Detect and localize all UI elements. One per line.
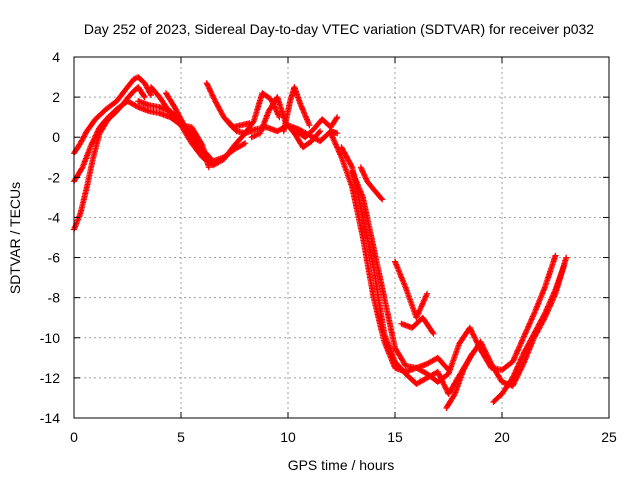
y-tick-label: -2 xyxy=(48,169,61,185)
data-series xyxy=(71,74,570,411)
x-tick-label: 25 xyxy=(601,429,617,445)
y-axis-label: SDTVAR / TECUs xyxy=(7,182,23,294)
x-tick-label: 15 xyxy=(387,429,403,445)
plot-frame xyxy=(73,56,610,419)
x-tick-label: 20 xyxy=(494,429,510,445)
plus-markers xyxy=(148,84,212,171)
y-tick-label: -12 xyxy=(40,370,60,386)
grid-lines xyxy=(74,57,609,418)
series-track-17 xyxy=(398,314,437,337)
y-tick-label: -6 xyxy=(48,250,61,266)
series-track-8 xyxy=(225,90,283,137)
plus-markers xyxy=(398,314,437,337)
series-track-18 xyxy=(443,350,475,411)
series-track-10 xyxy=(280,84,313,135)
x-tick-label: 10 xyxy=(280,429,296,445)
series-track-12 xyxy=(327,130,559,385)
y-tick-label: 4 xyxy=(52,49,60,65)
series-track-6 xyxy=(163,90,204,157)
series-track-14 xyxy=(349,168,452,373)
series-track-15 xyxy=(357,164,386,203)
chart-title: Day 252 of 2023, Sidereal Day-to-day VTE… xyxy=(84,21,594,37)
plus-markers xyxy=(280,84,313,135)
plus-markers xyxy=(490,262,568,405)
plus-markers xyxy=(293,114,341,141)
plus-markers xyxy=(225,90,283,137)
plus-markers xyxy=(327,130,559,385)
series-track-16 xyxy=(392,258,431,321)
series-track-11 xyxy=(293,114,341,141)
plus-markers xyxy=(392,258,431,321)
y-tick-label: 2 xyxy=(52,89,60,105)
y-tick-label: -4 xyxy=(48,209,61,225)
y-tick-label: 0 xyxy=(52,129,60,145)
x-tick-label: 5 xyxy=(177,429,185,445)
plus-markers xyxy=(443,350,475,411)
series-track-5 xyxy=(148,84,212,171)
plus-markers xyxy=(163,90,204,157)
y-tick-label: -14 xyxy=(40,410,60,426)
y-tick-label: -10 xyxy=(40,330,60,346)
x-tick-label: 0 xyxy=(70,429,78,445)
series-track-19 xyxy=(490,262,568,405)
plus-markers xyxy=(349,168,452,373)
plus-markers xyxy=(357,164,386,203)
x-axis-label: GPS time / hours xyxy=(288,457,395,473)
y-tick-label: -8 xyxy=(48,290,61,306)
